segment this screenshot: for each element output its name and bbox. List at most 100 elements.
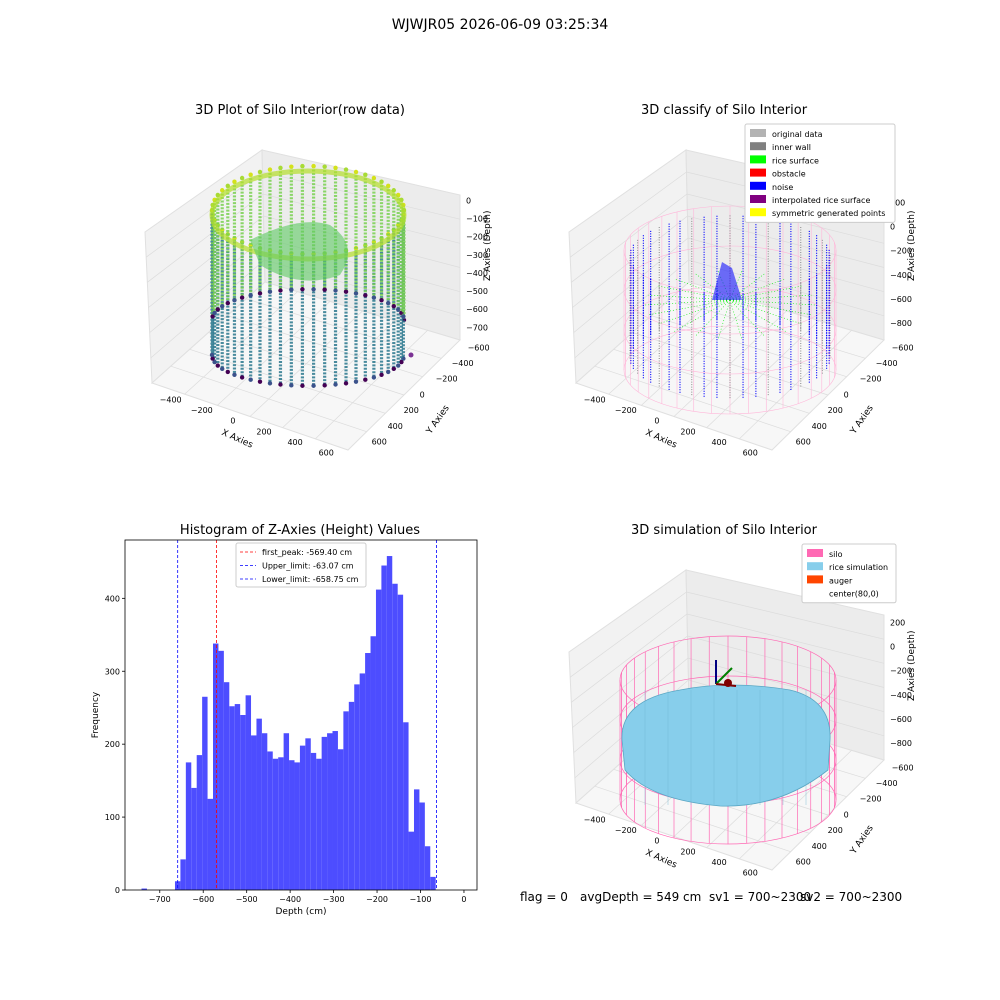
- raw-top-point: [379, 179, 384, 184]
- z-tick-label: −400: [890, 271, 912, 280]
- raw-bottom-point: [396, 363, 401, 368]
- histogram-bar: [359, 673, 366, 890]
- legend-label: rice simulation: [829, 563, 888, 572]
- wall-grid-line: [569, 591, 885, 678]
- raw-bottom-point: [333, 288, 338, 293]
- legend-label: auger: [829, 576, 853, 585]
- simulation-3d-plot: −400−2000200400600−600−400−2000200400600…: [568, 543, 917, 878]
- raw-bottom-point: [257, 291, 263, 296]
- rice-simulation-surface: [621, 684, 831, 807]
- wall-grid-line: [571, 613, 885, 703]
- histogram-bar: [191, 787, 197, 890]
- y-tick-label: 200: [404, 406, 419, 415]
- histogram-bar: [251, 735, 257, 890]
- raw-bottom-point: [215, 307, 220, 312]
- z-tick-label: 200: [890, 198, 905, 207]
- x-tick-label: −700: [149, 895, 171, 904]
- legend-label: center(80,0): [829, 590, 879, 599]
- raw-bottom-point: [225, 300, 230, 306]
- histogram-bar: [283, 733, 290, 890]
- z-tick-label: −200: [890, 667, 912, 676]
- raw-bottom-point: [300, 287, 305, 292]
- raw-bottom-point: [232, 298, 237, 303]
- z-tick-label: −600: [890, 715, 912, 724]
- rice-surface-points: [729, 299, 743, 340]
- raw-top-point: [311, 163, 316, 169]
- raw-bottom-point: [396, 307, 401, 312]
- x-tick-label: −400: [279, 895, 301, 904]
- x-tick-label: −600: [192, 895, 214, 904]
- raw-bottom-point: [220, 366, 225, 372]
- raw-top-point: [232, 179, 237, 184]
- x-tick-label: −400: [584, 815, 606, 824]
- classify-plot-title: 3D classify of Silo Interior: [640, 103, 808, 118]
- rice-surface-points: [729, 299, 802, 325]
- y-tick-label: 400: [388, 422, 403, 431]
- y-tick-label: 100: [105, 813, 120, 822]
- rice-surface-points: [729, 299, 816, 306]
- raw-top-point: [267, 167, 273, 172]
- histogram-bar: [413, 789, 420, 890]
- raw-bottom-point: [212, 310, 217, 316]
- raw-bottom-point: [209, 352, 215, 358]
- y-axis-label: Y Axies: [848, 823, 876, 856]
- histogram-bar: [289, 760, 295, 890]
- histogram-bar: [327, 733, 333, 890]
- center-noise-cluster: [712, 262, 742, 300]
- raw-top-point: [257, 169, 263, 175]
- rice-surface-points: [729, 285, 802, 301]
- raw-bottom-point: [379, 372, 384, 377]
- x-tick-label: 200: [680, 427, 695, 436]
- rice-surface-points: [648, 299, 731, 316]
- y-tick-label: 400: [812, 422, 827, 431]
- histogram-bar: [267, 751, 273, 890]
- x-tick-label: −200: [366, 895, 388, 904]
- histogram-bar: [403, 722, 409, 890]
- raw-bottom-point: [363, 377, 368, 382]
- footer-avg-depth: avgDepth = 549 cm sv1 = 700~2300: [580, 890, 812, 904]
- rice-surface-points: [729, 299, 766, 338]
- z-tick-label: −200: [890, 247, 912, 256]
- histogram-bar: [207, 798, 213, 890]
- x-tick-label: 400: [711, 438, 726, 447]
- legend-label: interpolated rice surface: [772, 196, 870, 205]
- histogram-bar: [348, 701, 355, 890]
- x-tick-label: 0: [654, 417, 659, 426]
- legend-label: noise: [772, 183, 793, 192]
- x-tick-label: −400: [584, 395, 606, 404]
- x-axis-label: X Axies: [220, 428, 255, 451]
- raw-top-point: [239, 175, 245, 181]
- x-tick-label: −400: [160, 395, 182, 404]
- legend-swatch: [750, 168, 766, 177]
- legend-label: inner wall: [772, 143, 811, 152]
- histogram-bar: [343, 711, 349, 890]
- y-tick-label: 200: [105, 740, 120, 749]
- y-tick-label: −200: [860, 375, 882, 384]
- raw-bottom-point: [278, 382, 283, 387]
- raw-bottom-point: [391, 366, 396, 372]
- y-tick-label: 0: [844, 390, 849, 399]
- x-axis-label: X Axies: [644, 428, 679, 451]
- floor-grid-line: [246, 298, 442, 359]
- x-tick-label: −200: [191, 406, 213, 415]
- raw-bottom-point: [215, 363, 220, 368]
- z-tick-label: 0: [890, 222, 895, 231]
- z-axis-label: Z Axies (Depth): [483, 210, 493, 281]
- raw-bottom-point: [248, 377, 253, 382]
- raw-bottom-point: [267, 381, 273, 386]
- raw-top-point: [386, 183, 391, 189]
- classify-3d-plot: −400−2000200400600−600−400−2000200400600…: [568, 123, 917, 458]
- histogram-bar: [305, 738, 311, 890]
- x-tick-label: −100: [410, 895, 432, 904]
- simulation-plot-title: 3D simulation of Silo Interior: [631, 523, 817, 538]
- rice-surface-points: [644, 299, 731, 306]
- raw-bottom-point: [379, 298, 384, 303]
- legend-swatch: [750, 129, 766, 137]
- z-tick-label: −300: [466, 251, 488, 260]
- histogram-bar: [430, 876, 436, 890]
- raw-bottom-point: [353, 379, 359, 384]
- histogram-bar: [229, 706, 235, 890]
- x-tick-label: 600: [743, 869, 758, 878]
- histogram-bar: [278, 757, 284, 890]
- histogram-bar: [213, 643, 219, 890]
